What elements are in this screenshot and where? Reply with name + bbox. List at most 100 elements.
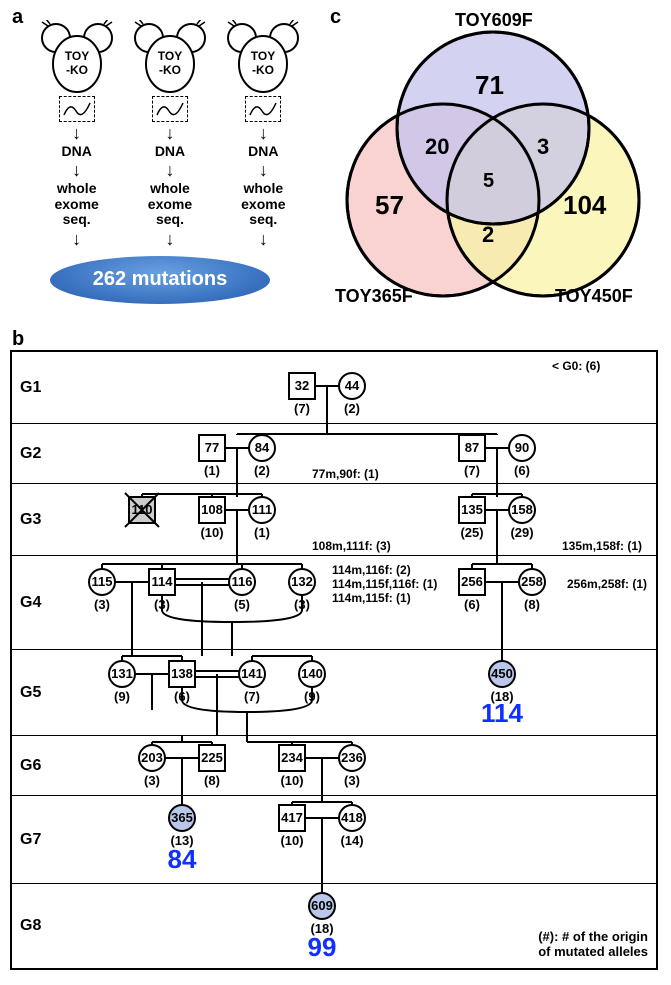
venn-center: 5 [483, 170, 494, 193]
step-dna: DNA [248, 144, 278, 159]
generation-row: G132(7)44(2)< G0: (6) [12, 352, 656, 424]
arrow-down-icon: ↓ [72, 124, 81, 142]
svg-text:77: 77 [205, 440, 219, 455]
svg-text:(8): (8) [204, 773, 220, 788]
svg-text:135: 135 [461, 502, 483, 517]
tissue-box [152, 96, 188, 122]
svg-text:(14): (14) [340, 833, 363, 848]
venn-top-only: 71 [475, 70, 504, 101]
svg-text:(1): (1) [204, 463, 220, 478]
step-wes: wholeexomeseq. [54, 181, 98, 227]
svg-text:(3): (3) [94, 597, 110, 612]
generation-row: G277(1)84(2)87(7)90(6)77m,90f: (1) [12, 424, 656, 484]
arrow-down-icon: ↓ [165, 161, 174, 179]
svg-text:116: 116 [232, 574, 253, 589]
venn-right-only: 104 [563, 190, 606, 221]
arrow-down-icon: ↓ [165, 230, 174, 248]
svg-text:138: 138 [171, 666, 193, 681]
pedigree-svg: 77(1)84(2)87(7)90(6)77m,90f: (1) [12, 424, 656, 483]
svg-text:(3): (3) [144, 773, 160, 788]
svg-text:32: 32 [295, 378, 309, 393]
svg-text:110: 110 [132, 502, 153, 517]
pedigree-svg: 110108(10)111(1)135(25)158(29)108m,111f:… [12, 484, 656, 555]
svg-text:84: 84 [255, 440, 270, 455]
svg-text:108m,111f: (3): 108m,111f: (3) [312, 539, 391, 553]
svg-text:(6): (6) [514, 463, 530, 478]
generation-row: G3 110108(10)111(1)135(25)158(29)108m,11… [12, 484, 656, 556]
svg-text:114m,116f: (2): 114m,116f: (2) [332, 563, 411, 577]
tissue-box [59, 96, 95, 122]
venn-left-right: 2 [482, 222, 494, 248]
svg-text:(7): (7) [244, 689, 260, 704]
figure-root: a TOY -KO ↓ DNA ↓ wholeexomeseq. ↓ TOY -… [0, 0, 671, 985]
svg-text:99: 99 [308, 932, 337, 962]
svg-text:258: 258 [521, 574, 543, 589]
arrow-down-icon: ↓ [72, 230, 81, 248]
step-wes: wholeexomeseq. [148, 181, 192, 227]
svg-text:(29): (29) [510, 525, 533, 540]
svg-text:(6): (6) [174, 689, 190, 704]
venn-left-only: 57 [375, 190, 404, 221]
arrow-down-icon: ↓ [165, 124, 174, 142]
pedigree-svg: 32(7)44(2)< G0: (6) [12, 352, 656, 423]
svg-text:(5): (5) [234, 597, 250, 612]
svg-text:84: 84 [168, 844, 197, 874]
mouse-column: TOY -KO ↓ DNA ↓ wholeexomeseq. ↓ [127, 20, 213, 250]
svg-text:450: 450 [491, 666, 513, 681]
svg-text:(8): (8) [524, 597, 540, 612]
pedigree-svg: 131(9)138(6)141(7)140(9)450(18)114 [12, 650, 656, 735]
generation-row: G8609(18)99(#): # of the originof mutate… [12, 884, 656, 968]
svg-text:77m,90f: (1): 77m,90f: (1) [312, 467, 379, 481]
svg-text:365: 365 [171, 810, 193, 825]
svg-text:-KO: -KO [66, 63, 88, 77]
svg-text:158: 158 [511, 502, 533, 517]
svg-text:TOY: TOY [158, 49, 182, 63]
svg-text:114m,115f,116f: (1): 114m,115f,116f: (1) [332, 577, 437, 591]
svg-text:140: 140 [301, 666, 323, 681]
svg-text:417: 417 [281, 810, 303, 825]
svg-text:(10): (10) [280, 833, 303, 848]
arrow-down-icon: ↓ [259, 230, 268, 248]
svg-text:256: 256 [461, 574, 483, 589]
svg-text:236: 236 [341, 750, 363, 765]
svg-text:(6): (6) [464, 597, 480, 612]
svg-text:418: 418 [341, 810, 363, 825]
svg-text:114: 114 [481, 698, 523, 728]
svg-text:44: 44 [345, 378, 360, 393]
svg-text:(3): (3) [344, 773, 360, 788]
arrow-down-icon: ↓ [259, 124, 268, 142]
svg-text:(25): (25) [460, 525, 483, 540]
svg-text:TOY: TOY [64, 49, 88, 63]
svg-text:(7): (7) [294, 401, 310, 416]
svg-text:TOY: TOY [251, 49, 275, 63]
venn-label-left: TOY365F [335, 286, 413, 307]
svg-text:(3): (3) [294, 597, 310, 612]
tissue-box [245, 96, 281, 122]
mice-row: TOY -KO ↓ DNA ↓ wholeexomeseq. ↓ TOY -KO… [30, 20, 310, 250]
step-dna: DNA [155, 144, 185, 159]
svg-text:90: 90 [515, 440, 529, 455]
svg-text:(1): (1) [254, 525, 270, 540]
svg-text:234: 234 [281, 750, 303, 765]
pedigree-svg: 203(3)225(8)234(10)236(3) [12, 736, 656, 795]
arrow-down-icon: ↓ [72, 161, 81, 179]
mouse-column: TOY -KO ↓ DNA ↓ wholeexomeseq. ↓ [34, 20, 120, 250]
generation-row: G4115(3)114(3)116(5)132(3)256(6)258(8)11… [12, 556, 656, 650]
svg-text:(10): (10) [200, 525, 223, 540]
svg-text:256m,258f: (1): 256m,258f: (1) [567, 577, 647, 591]
svg-text:(9): (9) [304, 689, 320, 704]
svg-text:132: 132 [291, 574, 313, 589]
step-wes: wholeexomeseq. [241, 181, 285, 227]
panel-b-label: b [12, 328, 24, 351]
panel-a: TOY -KO ↓ DNA ↓ wholeexomeseq. ↓ TOY -KO… [10, 20, 310, 304]
svg-text:(7): (7) [464, 463, 480, 478]
svg-text:87: 87 [465, 440, 479, 455]
svg-text:111: 111 [252, 502, 272, 517]
svg-text:(10): (10) [280, 773, 303, 788]
panel-c: TOY609F TOY365F TOY450F 71 57 104 20 3 2… [325, 10, 661, 320]
svg-text:114m,115f: (1): 114m,115f: (1) [332, 591, 411, 605]
panel-b-legend: (#): # of the originof mutated alleles [538, 929, 648, 960]
svg-text:135m,158f: (1): 135m,158f: (1) [562, 539, 642, 553]
venn-label-right: TOY450F [555, 286, 633, 307]
svg-text:-KO: -KO [159, 63, 181, 77]
